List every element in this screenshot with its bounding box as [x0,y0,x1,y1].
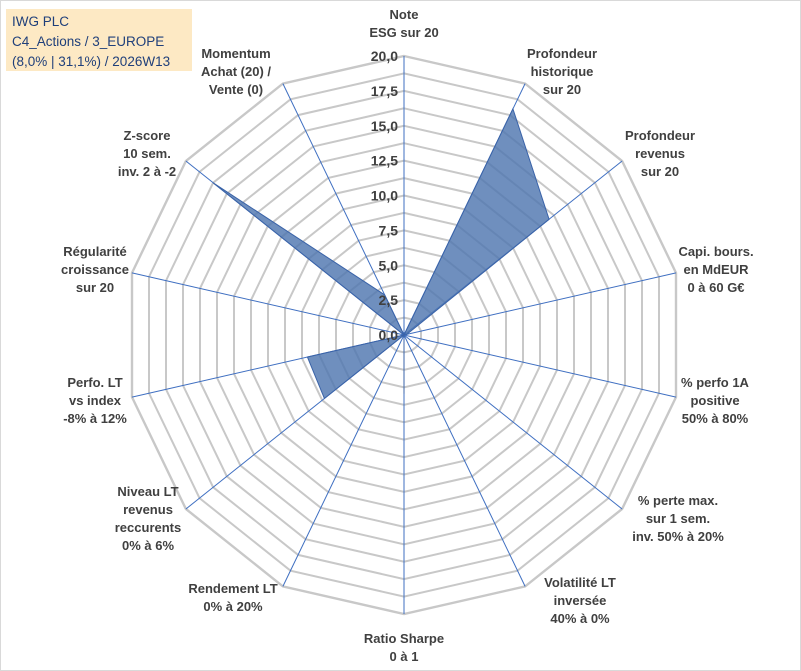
tick-label: 0,0 [379,327,399,343]
axis-label: Régularité croissance sur 20 [61,244,129,295]
axis-label: Ratio Sharpe 0 à 1 [364,631,444,664]
tick-label: 15,0 [371,118,398,134]
axis-spoke [282,83,405,336]
tick-label: 10,0 [371,188,398,204]
axis-label: Perfo. LT vs index -8% à 12% [63,375,127,426]
tick-label: 20,0 [371,48,398,64]
axis-spoke [282,334,405,587]
tick-label: 2,5 [379,292,399,308]
series-area [212,107,550,400]
axis-label: Momentum Achat (20) / Vente (0) [201,46,271,97]
axis-spoke [403,272,677,336]
axis-spoke [403,334,623,510]
title-line-2: C4_Actions / 3_EUROPE [12,34,165,49]
title-line-1: IWG PLC [12,14,70,29]
axis-label: Z-score 10 sem. inv. 2 à -2 [118,128,176,179]
axis-label: Profondeur historique sur 20 [527,46,597,97]
chart-title-box: IWG PLC C4_Actions / 3_EUROPE (8,0% | 31… [6,9,192,71]
axis-spoke [403,334,526,587]
axis-label: % perte max. sur 1 sem. inv. 50% à 20% [632,493,724,544]
axis-label: Capi. bours. en MdEUR 0 à 60 G€ [678,244,753,295]
axis-label: Volatilité LT inversée 40% à 0% [544,575,616,626]
axis-label: Niveau LT revenus reccurents 0% à 6% [115,484,181,553]
tick-label: 17,5 [371,83,398,99]
axis-spoke [403,334,677,398]
axis-label: Note ESG sur 20 [369,7,438,40]
tick-label: 7,5 [379,222,399,238]
tick-label: 5,0 [379,257,399,273]
axis-spoke [131,272,405,336]
axis-label: % perfo 1A positive 50% à 80% [681,375,750,426]
title-line-3: (8,0% | 31,1%) / 2026W13 [12,54,171,69]
axis-label: Rendement LT 0% à 20% [188,581,277,614]
tick-label: 12,5 [371,153,398,169]
axis-label: Profondeur revenus sur 20 [625,128,695,179]
